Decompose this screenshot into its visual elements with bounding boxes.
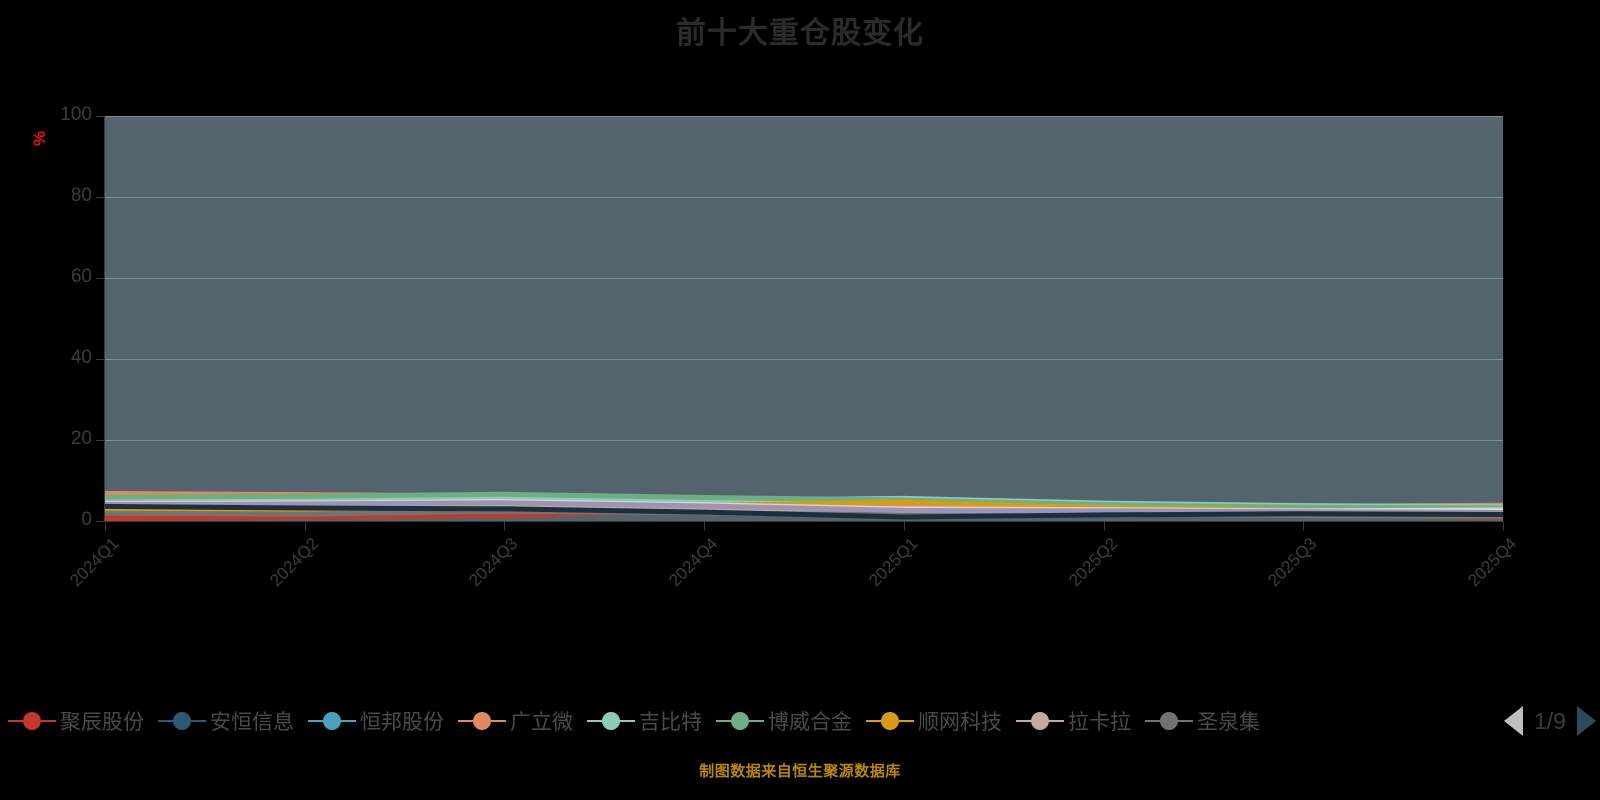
x-axis-tick-mark [105,522,106,531]
legend-label: 拉卡拉 [1068,711,1131,734]
x-axis-tick-label: 2025Q2 [1064,534,1121,591]
legend-marker-dot [881,712,899,730]
legend-label: 顺网科技 [918,711,1002,734]
legend-label: 圣泉集 [1197,711,1260,734]
legend-marker-icon [587,710,635,732]
legend-marker-icon [1016,710,1064,732]
gridline [105,278,1503,279]
y-axis-tick-mark [96,440,105,441]
x-axis-tick-label: 2024Q4 [665,534,722,591]
y-axis-tick-mark [96,521,105,522]
legend-label: 恒邦股份 [360,711,444,734]
y-axis-tick-label: 0 [81,509,92,530]
legend-label: 博威合金 [768,711,852,734]
legend-label: 广立微 [510,711,573,734]
legend-marker-dot [1160,712,1178,730]
legend-label: 安恒信息 [210,711,294,734]
x-axis-tick-mark [704,522,706,531]
gridline [105,440,1503,441]
x-axis-tick-mark [504,522,506,531]
y-axis-tick-label: 80 [70,185,92,206]
legend-item[interactable]: 吉比特 [587,706,702,736]
x-axis-tick-label: 2024Q3 [465,534,522,591]
x-axis-tick-mark [1103,522,1105,531]
x-axis-tick-mark [1503,522,1504,531]
legend-item[interactable]: 广立微 [458,706,573,736]
y-axis-tick-label: 100 [60,104,92,125]
legend-marker-dot [473,712,491,730]
page-title: 前十大重仓股变化 [676,17,924,50]
legend-marker-dot [173,712,191,730]
legend-marker-icon [308,710,356,732]
legend-label: 聚辰股份 [60,711,144,734]
legend-label: 吉比特 [639,711,702,734]
x-axis-tick-label: 2024Q2 [265,534,323,591]
legend-marker-icon [1145,710,1193,732]
y-axis-tick-label: 40 [70,347,92,368]
legend-item[interactable]: 圣泉集 [1145,706,1260,736]
legend-marker-icon [158,710,206,732]
plot-background [105,116,1503,521]
legend-marker-icon [866,710,914,732]
y-axis-unit-label: % [30,130,49,146]
next-page-arrow-icon[interactable] [1577,706,1596,736]
x-axis-tick-label: 2025Q3 [1264,534,1321,591]
series-lines [105,490,1503,521]
prev-page-arrow-icon[interactable] [1504,706,1523,736]
y-axis-line [104,116,105,522]
y-axis-tick-label: 60 [70,266,92,287]
gridline [105,197,1503,198]
legend-item[interactable]: 聚辰股份 [8,706,144,736]
y-axis-tick-mark [96,359,105,360]
y-axis-tick-mark [96,197,105,198]
legend-marker-dot [23,712,41,730]
series-line [105,503,1503,520]
footer-note: 制图数据来自恒生聚源数据库 [699,763,901,780]
pagination: 1/9 [1504,700,1596,742]
x-axis-tick-label: 2024Q1 [66,534,123,591]
legend-item[interactable]: 顺网科技 [866,706,1002,736]
plot-area [105,116,1503,521]
gridline [105,116,1503,117]
y-axis-tick-mark [96,278,105,279]
legend-item[interactable]: 拉卡拉 [1016,706,1131,736]
legend-marker-dot [323,712,341,730]
legend-item[interactable]: 博威合金 [716,706,852,736]
page-indicator: 1/9 [1534,707,1566,734]
legend-marker-icon [716,710,764,732]
x-axis-tick-mark [1303,522,1305,531]
legend-marker-dot [602,712,620,730]
x-axis-tick-label: 2025Q4 [1464,534,1521,591]
legend-marker-dot [1031,712,1049,730]
legend-marker-icon [8,710,56,732]
x-axis-tick-mark [304,522,306,531]
legend-marker-icon [458,710,506,732]
gridline [105,359,1503,360]
legend: 聚辰股份 安恒信息 恒邦股份 广立微 吉比特 博威合金 顺网科技 拉卡拉 圣泉集 [0,698,1600,744]
x-axis-line [104,521,1504,522]
y-axis-tick-label: 20 [70,428,92,449]
y-axis-tick-mark [96,116,105,117]
legend-marker-dot [731,712,749,730]
x-axis-tick-mark [903,522,905,531]
series-line [105,491,1503,511]
legend-item[interactable]: 安恒信息 [158,706,294,736]
x-axis-tick-label: 2025Q1 [865,534,922,591]
legend-item[interactable]: 恒邦股份 [308,706,444,736]
